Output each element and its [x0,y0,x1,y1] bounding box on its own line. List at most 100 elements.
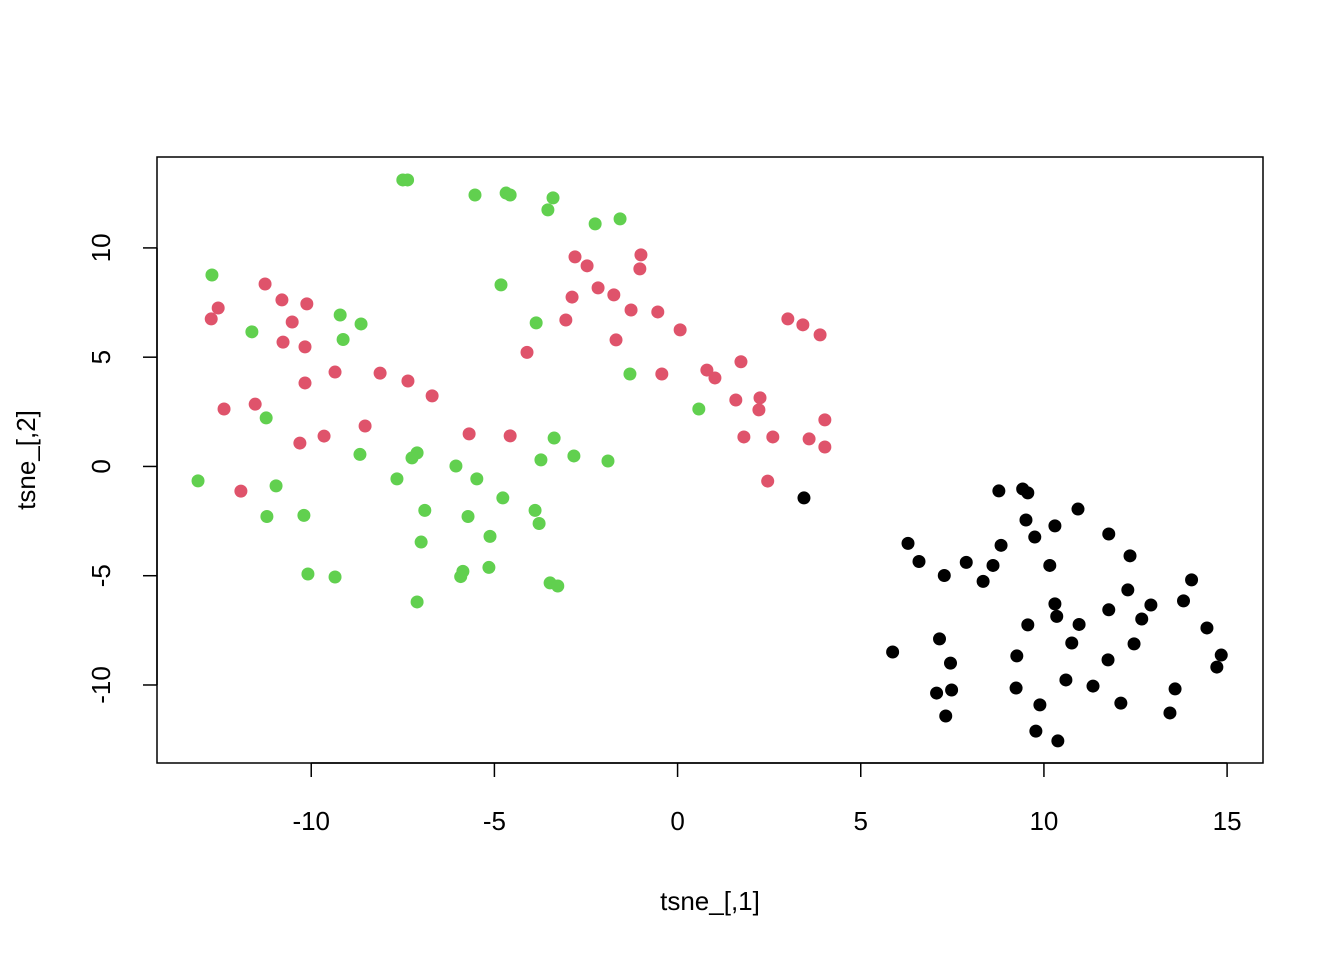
point [781,312,795,326]
point [588,217,602,231]
point [414,535,428,549]
point [293,436,307,450]
point [1059,673,1073,687]
x-tick-label: -10 [292,806,330,836]
point [245,325,259,339]
point [737,430,751,444]
point [609,333,623,347]
point [191,474,205,488]
point [1102,527,1116,541]
point [1051,734,1065,748]
y-tick-label: -5 [86,564,116,587]
point [496,491,510,505]
point [1028,530,1042,544]
point [692,402,706,416]
point [285,315,299,329]
point [234,484,248,498]
point [565,290,579,304]
point [358,419,372,433]
point [300,297,314,311]
point [944,656,958,670]
point [354,317,368,331]
point [373,366,387,380]
point [818,413,832,427]
point [766,430,780,444]
point [1050,609,1064,623]
point [401,374,415,388]
point [275,293,289,307]
point [992,484,1006,498]
point [217,402,231,416]
point [930,686,944,700]
point [528,503,542,517]
point [390,472,404,486]
point [1071,502,1085,516]
point [298,376,312,390]
point [462,427,476,441]
point [211,301,225,315]
point [912,555,926,569]
point [1048,597,1062,611]
point [959,555,973,569]
y-tick-label: 5 [86,350,116,364]
point [1135,612,1149,626]
point [939,709,953,723]
point [886,645,900,659]
point [1065,636,1079,650]
point [1121,583,1135,597]
point [297,508,311,522]
point [673,323,687,337]
point [1021,486,1035,500]
point [541,203,555,217]
x-tick-label: 5 [854,806,868,836]
point [298,340,312,354]
point [418,503,432,517]
point [623,367,637,381]
point [301,567,315,581]
point [449,459,463,473]
point [986,558,1000,572]
point [503,188,517,202]
point [405,451,419,465]
point [559,313,573,327]
point [651,305,665,319]
point [607,288,621,302]
point [258,277,272,291]
point [1210,660,1224,674]
point [532,516,546,530]
point [276,335,290,349]
point [410,595,424,609]
point [994,538,1008,552]
point [752,403,766,417]
point [1101,653,1115,667]
point [1033,698,1047,712]
point [1102,603,1116,617]
point [468,188,482,202]
point [761,474,775,488]
point [734,355,748,369]
y-tick-label: 10 [86,233,116,262]
point [1144,598,1158,612]
point [1185,573,1199,587]
point [1163,706,1177,720]
point [568,250,582,264]
point [802,432,816,446]
point [591,281,605,295]
point [328,570,342,584]
point [1019,513,1033,527]
point [1177,594,1191,608]
point [1200,621,1214,635]
y-tick-label: -10 [86,666,116,704]
x-tick-label: 10 [1029,806,1058,836]
point [454,570,468,584]
point [260,509,274,523]
point [933,632,947,646]
point [1021,618,1035,632]
point [753,391,767,405]
point [901,536,915,550]
point [624,303,638,317]
x-tick-label: -5 [483,806,506,836]
point [945,683,959,697]
